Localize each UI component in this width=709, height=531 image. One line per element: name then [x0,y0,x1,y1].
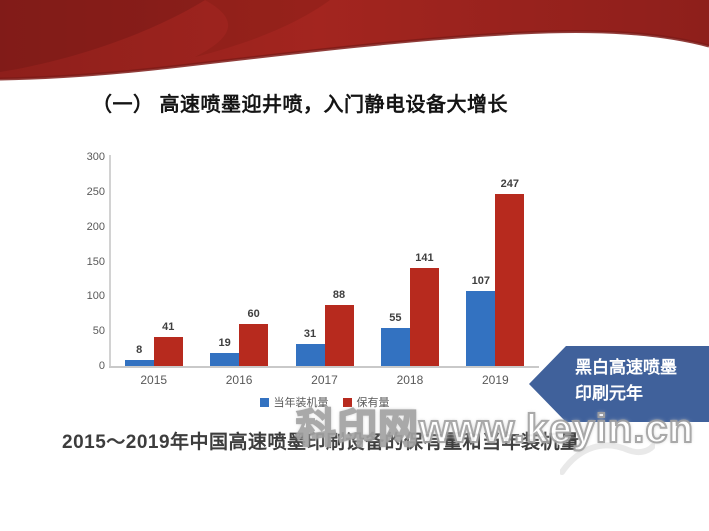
y-axis-line [109,155,111,368]
y-tick-label: 100 [86,290,105,303]
bar-value-label: 31 [303,328,317,341]
bar: 55 [380,312,410,366]
slide-title: （一） 高速喷墨迎井喷，入门静电设备大增长 [92,94,509,116]
watermark-text: 科印网www.keyin.cn [295,406,695,452]
bar: 88 [324,289,354,366]
bar-group: 19 60 [196,308,281,366]
bar-value-label: 141 [415,251,434,264]
y-tick-label: 50 [92,325,105,338]
y-tick-label: 150 [86,255,105,268]
y-axis-labels: 0 50 100 150 200 250 300 [85,146,105,372]
bar-value-label: 88 [332,288,346,301]
x-tick-label: 2018 [396,373,424,387]
bar: 41 [153,321,183,366]
bar: 141 [409,252,439,366]
logo-swoosh-decoration [560,442,655,475]
callout-line2: 印刷元年 [575,384,643,403]
bar-value-label: 247 [500,177,520,190]
x-axis-line [109,366,539,368]
bar-value-label: 19 [218,336,231,349]
bar-value-label: 41 [162,321,175,334]
x-tick-label: 2019 [481,373,509,387]
bar-chart: 0 50 100 150 200 250 300 8 41 19 60 31 88 55 141 107 24… [85,146,555,421]
legend-swatch [259,397,269,407]
legend-label: 保有量 [356,397,390,409]
bar: 247 [495,178,525,366]
x-tick-label: 2015 [140,373,168,387]
bar-group: 31 88 [282,289,367,366]
x-tick-label: 2016 [225,373,253,387]
x-tick-label: 2017 [311,373,338,387]
callout-arrow: 黑白高速喷墨 印刷元年 [529,346,709,422]
bar-group: 55 141 [367,252,452,366]
bar: 107 [466,275,496,366]
bar-group: 107 247 [453,178,538,366]
x-axis-labels: 2015 2016 2017 2018 2019 [111,373,538,387]
legend-item: 当年装机量 [259,394,329,410]
y-tick-label: 200 [86,220,105,233]
bar-value-label: 60 [247,308,260,321]
bar: 60 [239,308,269,366]
y-tick-label: 250 [86,185,105,198]
chart-caption: 2015～2019年中国高速喷墨印刷设备的保有量和当年装机量 [62,432,580,453]
bar: 19 [210,337,240,366]
header-ribbon-decoration [0,0,709,81]
bar-group: 8 41 [111,321,196,366]
legend-swatch [342,397,352,407]
plot-area: 8 41 19 60 31 88 55 141 107 247 [111,157,538,366]
bar: 8 [124,344,154,366]
callout-line1: 黑白高速喷墨 [575,358,677,377]
callout-arrow-shape [529,346,709,422]
legend-label: 当年装机量 [273,397,329,409]
bar-value-label: 8 [136,344,143,357]
chart-legend: 当年装机量 保有量 [111,394,538,410]
y-tick-label: 300 [86,151,105,163]
callout-text: 黑白高速喷墨 印刷元年 [575,355,677,407]
y-tick-label: 0 [98,360,105,372]
bar-value-label: 55 [389,311,402,324]
legend-item: 保有量 [342,394,390,410]
bar: 31 [295,328,325,366]
bar-value-label: 107 [471,275,491,288]
